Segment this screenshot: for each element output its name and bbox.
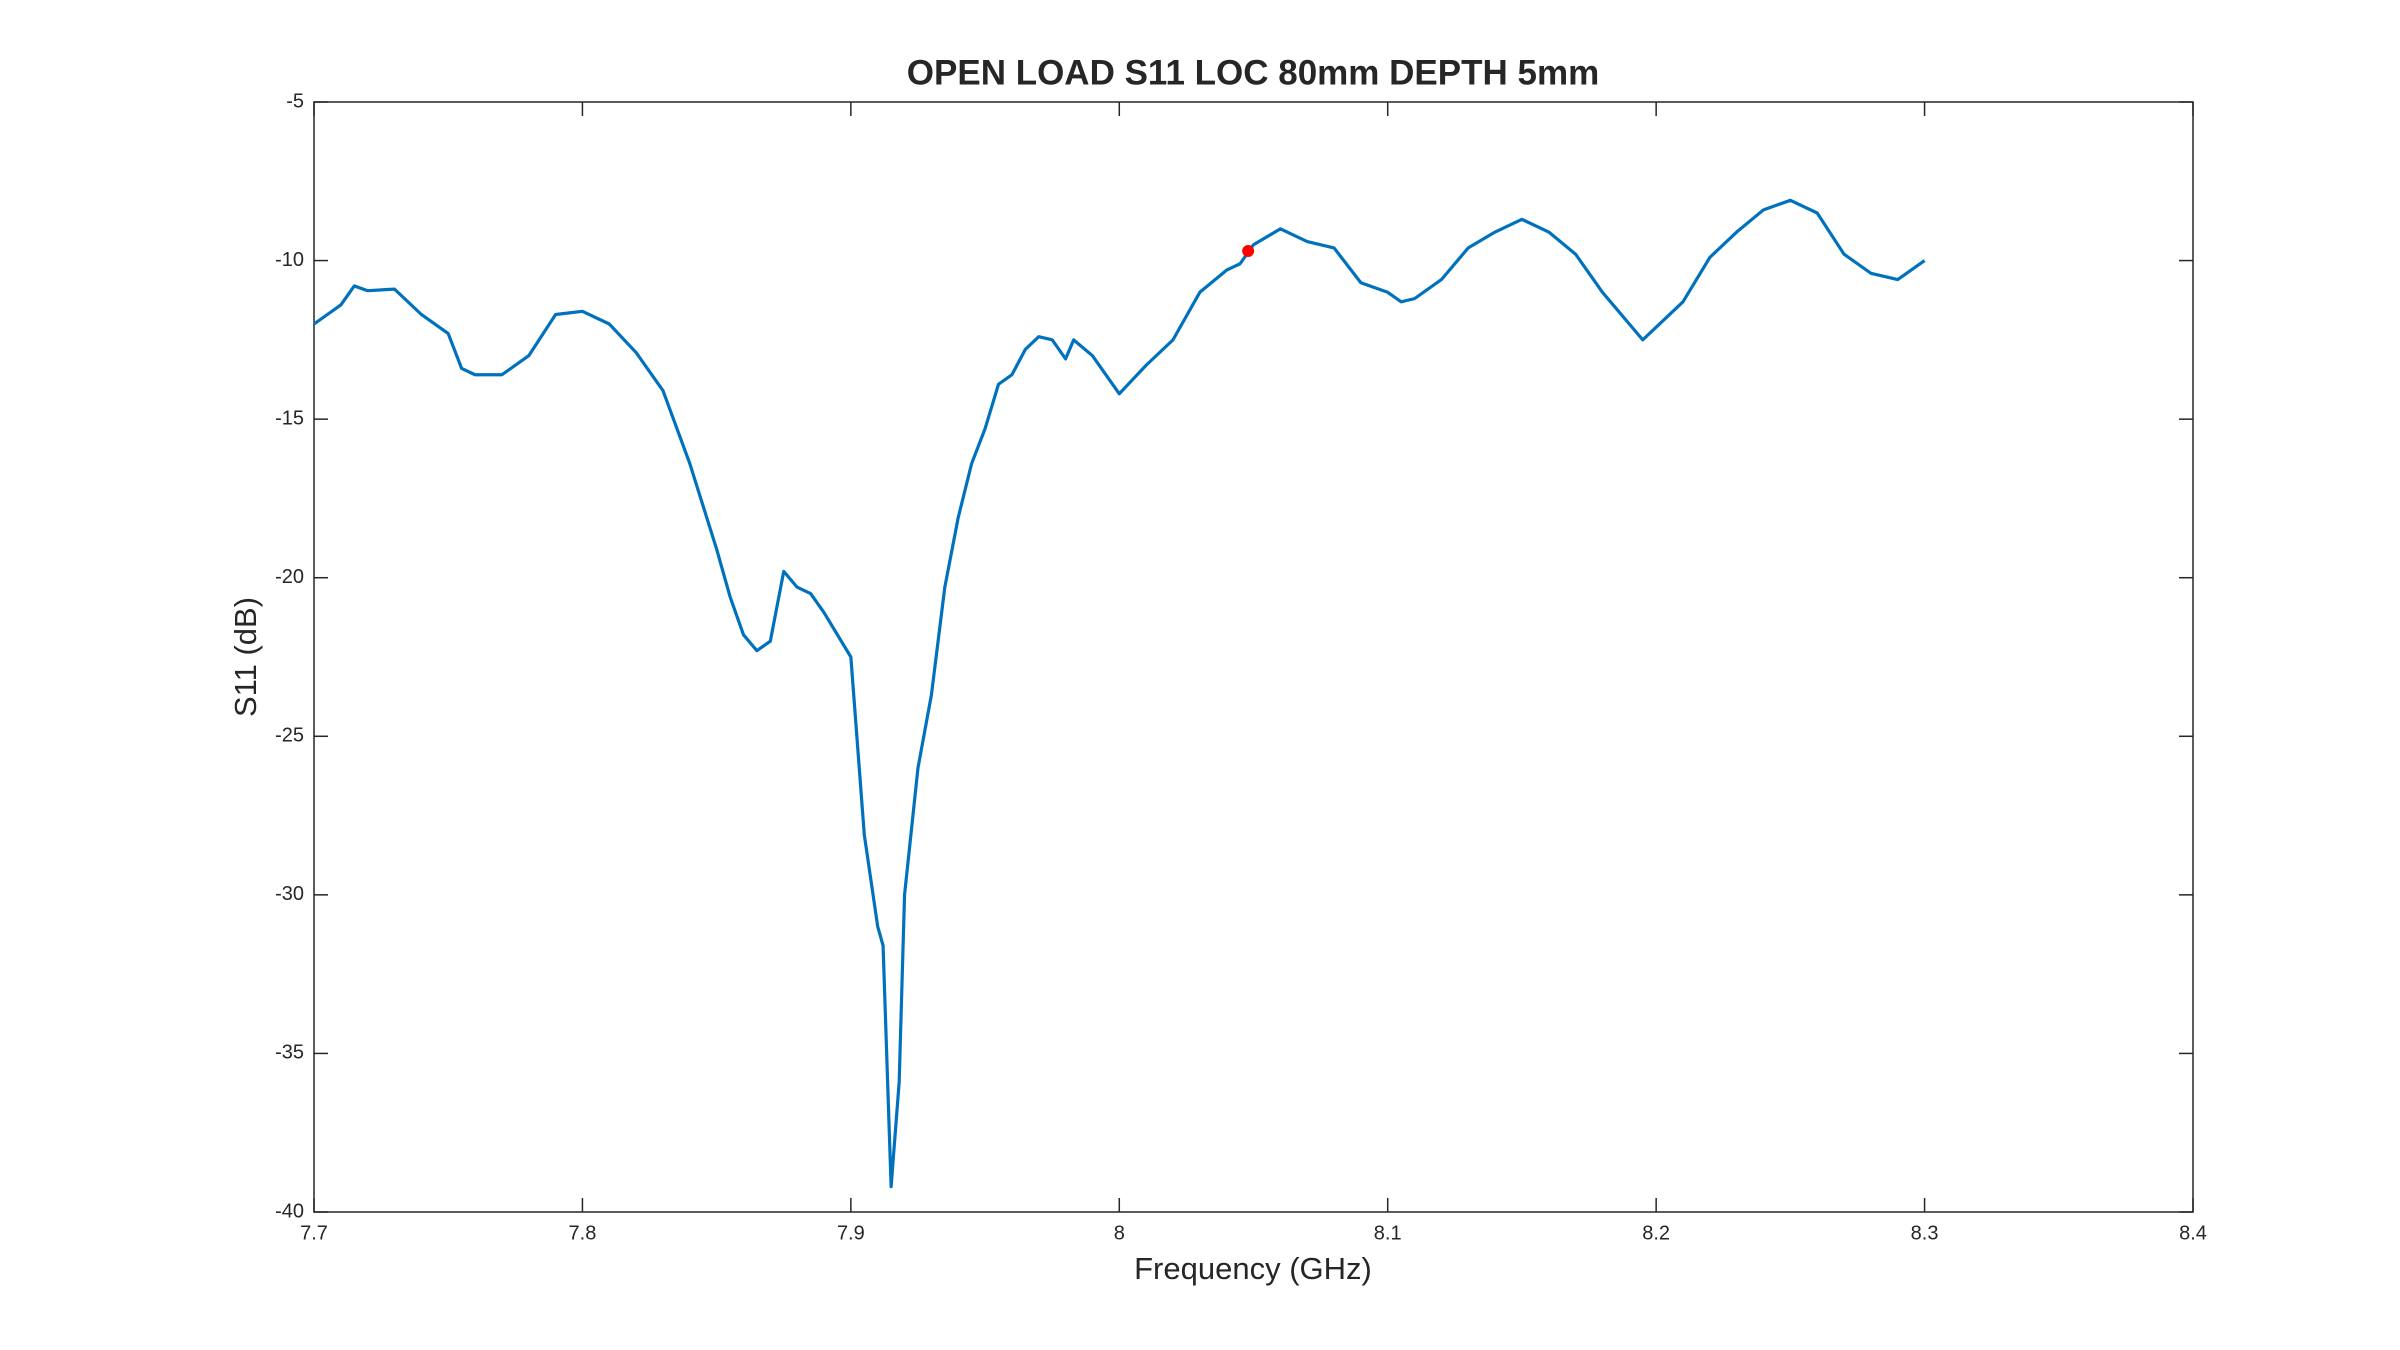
y-tick-label: -20 bbox=[275, 566, 304, 588]
y-tick-label: -5 bbox=[286, 90, 304, 112]
y-tick-label: -30 bbox=[275, 883, 304, 905]
y-tick-label: -15 bbox=[275, 407, 304, 429]
data-marker bbox=[1242, 245, 1255, 258]
data-line bbox=[313, 198, 1926, 1189]
y-axis-label: S11 (dB) bbox=[228, 597, 263, 717]
y-tick-label: -35 bbox=[275, 1042, 304, 1064]
plot-area bbox=[313, 101, 2194, 1213]
x-tick-label: 8.3 bbox=[1911, 1222, 1939, 1244]
y-tick-label: -25 bbox=[275, 725, 304, 747]
y-tick-label: -40 bbox=[275, 1200, 304, 1222]
x-tick-label: 7.7 bbox=[300, 1222, 328, 1244]
x-axis-label: Frequency (GHz) bbox=[1134, 1251, 1372, 1286]
x-tick-label: 7.9 bbox=[837, 1222, 865, 1244]
x-tick-label: 8.4 bbox=[2179, 1222, 2207, 1244]
x-tick-label: 8.1 bbox=[1374, 1222, 1402, 1244]
x-tick-label: 8.2 bbox=[1642, 1222, 1670, 1244]
x-tick-label: 7.8 bbox=[569, 1222, 597, 1244]
chart-title: OPEN LOAD S11 LOC 80mm DEPTH 5mm bbox=[907, 53, 1599, 92]
x-tick-label: 8 bbox=[1114, 1222, 1125, 1244]
y-tick-label: -10 bbox=[275, 249, 304, 271]
